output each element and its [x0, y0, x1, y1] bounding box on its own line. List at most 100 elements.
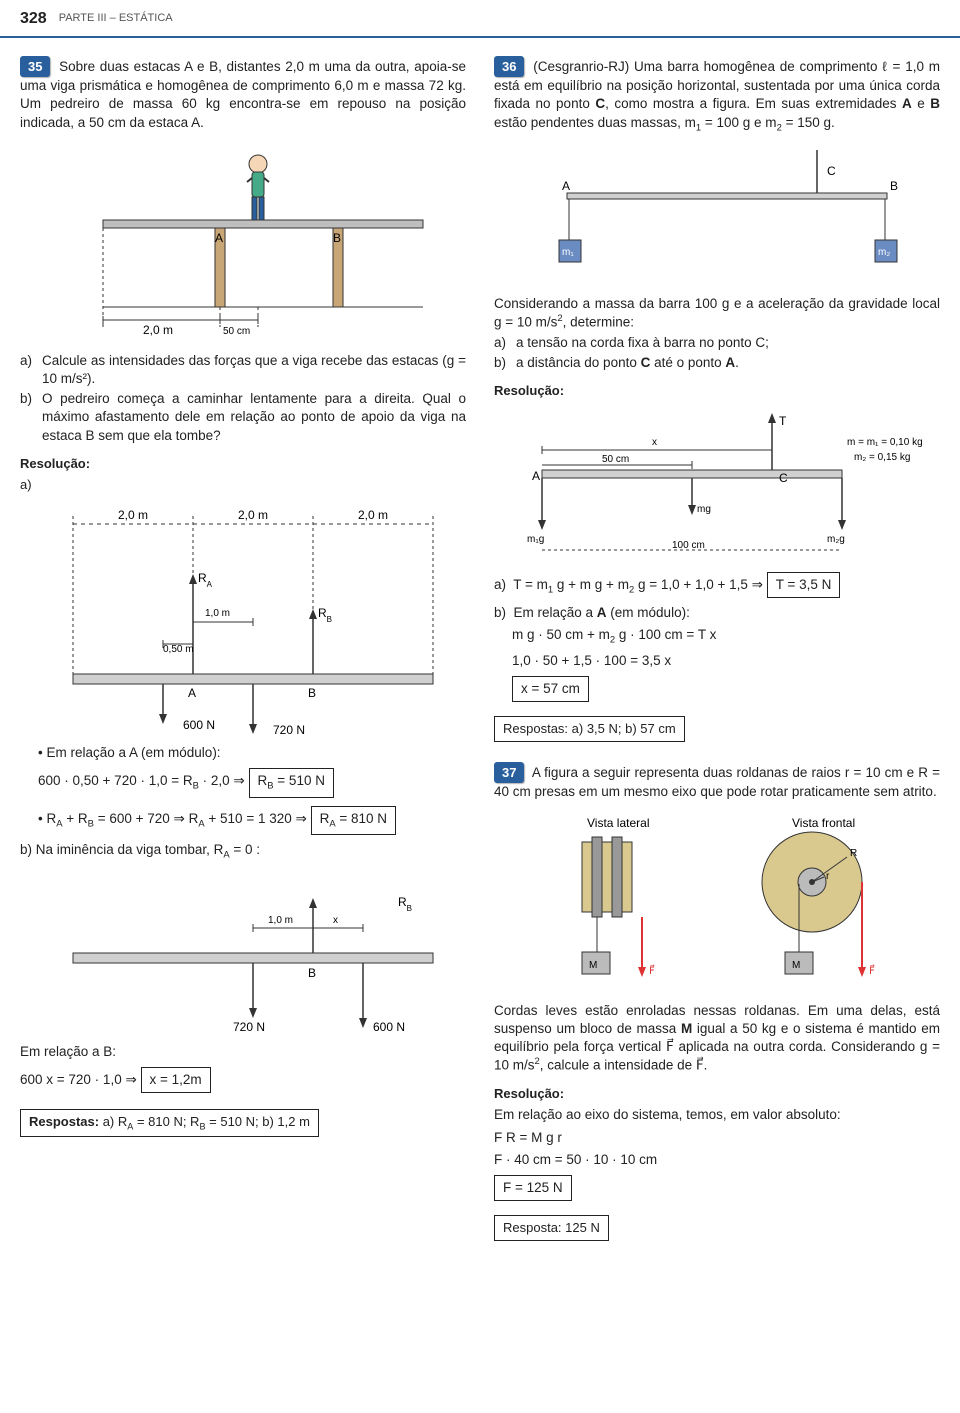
q35-figure2: 2,0 m 2,0 m 2,0 m RA RB 1,0 m 0,50 m A B…: [33, 504, 453, 734]
mg: mg: [697, 504, 711, 515]
q36-eqA-box: T = 3,5 N: [767, 572, 841, 598]
q37-body: A figura a seguir representa duas roldan…: [494, 765, 940, 800]
dim-1m: 1,0 m: [205, 608, 230, 619]
q36-a: a) a tensão na corda fixa à barra no pon…: [494, 334, 940, 352]
dim-05m: 0,50 m: [163, 644, 194, 655]
rb3: RB: [398, 895, 412, 913]
fig-label-A: A: [215, 231, 223, 245]
q35-b-intro: b) Na iminência da viga tombar, RA = 0 :: [20, 841, 466, 862]
R-lbl: R: [850, 848, 857, 859]
f600-3: 600 N: [373, 1020, 405, 1033]
q37-res-label: Resolução:: [494, 1085, 940, 1103]
T-lbl: T: [779, 414, 787, 428]
lbl-C36: C: [827, 164, 836, 178]
q36-res-label: Resolução:: [494, 382, 940, 400]
q35-text: 35 Sobre duas estacas A e B, distantes 2…: [20, 56, 466, 132]
marker-a: a): [20, 352, 42, 388]
q35-a-body: Calcule as intensidades das forças que a…: [42, 352, 466, 388]
q35-res-label: Resolução:: [20, 455, 466, 473]
page-number: 328: [20, 8, 47, 30]
eqB-box: x = 1,2m: [141, 1067, 211, 1093]
q36-text: 36 (Cesgranrio-RJ) Uma barra homogênea d…: [494, 56, 940, 135]
q36-number: 36: [494, 56, 524, 78]
dim-2m: 2,0 m: [143, 323, 173, 337]
d50: 50 cm: [602, 454, 629, 465]
eqA1-lhs: 600 · 0,50 + 720 · 1,0 = RB · 2,0 ⇒: [38, 773, 245, 788]
eqA2-lhs: RA + RB = 600 + 720 ⇒ RA + 510 = 1 320 ⇒: [46, 811, 306, 826]
q37-number: 37: [494, 762, 524, 784]
f720: 720 N: [273, 723, 305, 734]
q35-eqB-intro: Em relação a B:: [20, 1043, 466, 1061]
label-RB: RB: [318, 606, 332, 624]
q37-eq-intro: Em relação ao eixo do sistema, temos, em…: [494, 1106, 940, 1124]
dim-2m-c: 2,0 m: [358, 508, 388, 522]
q36-eqB-box-wrap: x = 57 cm: [494, 674, 940, 704]
lbl-B2: B: [308, 686, 316, 700]
m2g: m₂g: [827, 534, 845, 545]
q35-eqB: 600 x = 720 · 1,0 ⇒ x = 1,2m: [20, 1065, 466, 1095]
fig-label-B: B: [333, 231, 341, 245]
q36-eqB2: 1,0 · 50 + 1,5 · 100 = 3,5 x: [494, 652, 940, 670]
q36-a-body: a tensão na corda fixa à barra no ponto …: [516, 334, 940, 352]
q37-figure: Vista lateral Vista frontal M F⃗ R r M F…: [502, 812, 932, 992]
q35-a-label: a): [20, 476, 466, 494]
q36-b-intro: b) Em relação a A (em módulo):: [494, 604, 940, 622]
q35-figure3: RB 1,0 m x B 720 N 600 N: [33, 873, 453, 1033]
two-column-layout: 35 Sobre duas estacas A e B, distantes 2…: [0, 56, 960, 1243]
eqA2-box: RA = 810 N: [311, 806, 396, 835]
M1: M: [589, 960, 597, 971]
f600: 600 N: [183, 718, 215, 732]
B3: B: [308, 966, 316, 980]
q35-respostas: Respostas: a) RA = 810 N; RB = 510 N; b)…: [20, 1109, 319, 1137]
d100: 100 cm: [672, 540, 705, 551]
q37-text: 37 A figura a seguir representa duas rol…: [494, 762, 940, 802]
x-dim: x: [652, 437, 657, 448]
M2: M: [792, 960, 800, 971]
q36-eqB-box: x = 57 cm: [512, 676, 589, 702]
eqA1-box: RB = 510 N: [249, 768, 334, 797]
q35-item-b: b) O pedreiro começa a caminhar lentamen…: [20, 390, 466, 445]
label-RA: RA: [198, 571, 213, 589]
dim-2m-b: 2,0 m: [238, 508, 268, 522]
m1-box: m₁: [562, 247, 574, 258]
F1: F⃗: [649, 964, 655, 977]
q35-eqA1: 600 · 0,50 + 720 · 1,0 = RB · 2,0 ⇒ RB =…: [20, 766, 466, 799]
q37-resposta: Resposta: 125 N: [494, 1215, 609, 1241]
q36-figure1: A B C m₁ m₂: [507, 145, 927, 285]
q37-text2: Cordas leves estão enroladas nessas rold…: [494, 1002, 940, 1075]
side-lbl: Vista lateral: [587, 816, 649, 830]
q37-eq1: F R = M g r: [494, 1129, 940, 1147]
lbl-A2: A: [188, 686, 196, 700]
q36-eqA: a) T = m1 g + m g + m2 g = 1,0 + 1,0 + 1…: [494, 570, 940, 600]
q35-item-a: a) Calcule as intensidades das forças qu…: [20, 352, 466, 388]
front-lbl: Vista frontal: [792, 816, 855, 830]
q35-eqA-intro: Em relação a A (em módulo):: [20, 744, 466, 762]
q35-b-body: O pedreiro começa a caminhar lentamente …: [42, 390, 466, 445]
q37-eqbox-wrap: F = 125 N: [494, 1173, 940, 1203]
C36b: C: [779, 471, 788, 485]
q37-eq2: F · 40 cm = 50 · 10 · 10 cm: [494, 1151, 940, 1169]
q36-eqB1: m g · 50 cm + m2 g · 100 cm = T x: [494, 626, 940, 647]
mnote1: m = m₁ = 0,10 kg: [847, 437, 923, 448]
F2: F⃗: [869, 964, 875, 977]
q35-body: Sobre duas estacas A e B, distantes 2,0 …: [20, 59, 466, 130]
dim-x: x: [333, 915, 338, 926]
eqB-lhs: 600 x = 720 · 1,0 ⇒: [20, 1072, 137, 1087]
m2-box: m₂: [878, 247, 890, 258]
A36b: A: [532, 469, 540, 483]
q36-figure2: T A C x 50 cm m₁g mg m₂g 100 cm m = m₁ =…: [502, 410, 932, 560]
q36-intro2: Considerando a massa da barra 100 g e a …: [494, 295, 940, 332]
right-column: 36 (Cesgranrio-RJ) Uma barra homogênea d…: [494, 56, 940, 1243]
m1g: m₁g: [527, 534, 544, 545]
marker-b: b): [20, 390, 42, 445]
dim-1m-3: 1,0 m: [268, 915, 293, 926]
page-header: 328 PARTE III – ESTÁTICA: [0, 0, 960, 34]
left-column: 35 Sobre duas estacas A e B, distantes 2…: [20, 56, 466, 1243]
lbl-A36: A: [562, 179, 570, 193]
mnote2: m₂ = 0,15 kg: [854, 452, 910, 463]
part-title: PARTE III – ESTÁTICA: [59, 11, 173, 26]
q36-respostas: Respostas: a) 3,5 N; b) 57 cm: [494, 716, 685, 742]
f720-3: 720 N: [233, 1020, 265, 1033]
header-rule: [0, 36, 960, 38]
q36-b-body: a distância do ponto C até o ponto A.: [516, 354, 940, 372]
